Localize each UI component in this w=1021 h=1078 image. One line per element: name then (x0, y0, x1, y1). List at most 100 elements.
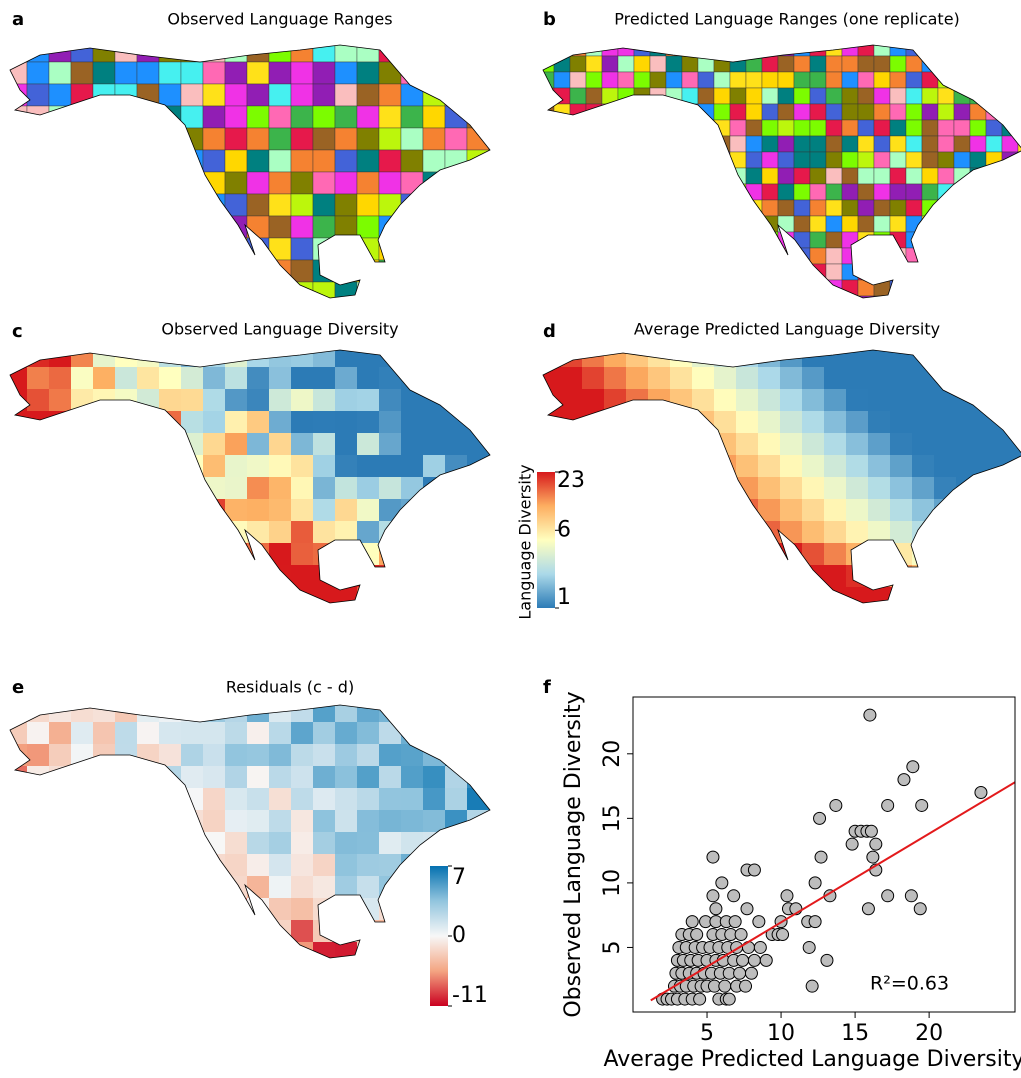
map-cell (445, 499, 467, 521)
map-cell (780, 455, 802, 477)
map-cell (71, 84, 93, 106)
map-cell (874, 152, 890, 168)
map-cell (225, 832, 247, 854)
map-cell (379, 920, 401, 942)
map-cell (858, 104, 874, 120)
map-cell (846, 609, 868, 631)
map-cell (71, 345, 93, 367)
map-cell (445, 62, 467, 84)
map-cell (746, 120, 762, 136)
map-cell (445, 565, 467, 587)
map-cell (778, 296, 794, 312)
map-cell (648, 367, 670, 389)
map-cell (698, 40, 714, 56)
map-cell (203, 766, 225, 788)
map-cell (778, 248, 794, 264)
map-cell (5, 455, 27, 477)
map-cell (247, 499, 269, 521)
map-cell (648, 609, 670, 631)
map-cell (291, 455, 313, 477)
map-cell (554, 120, 570, 136)
map-cell (313, 477, 335, 499)
map-cell (922, 152, 938, 168)
map-cell (956, 499, 978, 521)
map-cell (648, 543, 670, 565)
map-cell (181, 832, 203, 854)
map-cell (934, 455, 956, 477)
map-cell (247, 367, 269, 389)
map-cell (489, 40, 511, 62)
y-axis-label: Observed Language Diversity (561, 691, 586, 1017)
map-cell (291, 172, 313, 194)
map-cell (137, 766, 159, 788)
map-cell (467, 876, 489, 898)
map-cell (714, 72, 730, 88)
map-cell (379, 609, 401, 631)
map-cell (648, 565, 670, 587)
map-cell (137, 411, 159, 433)
map-cell (489, 216, 511, 238)
map-cell (423, 832, 445, 854)
map-cell (698, 280, 714, 296)
map-cell (357, 832, 379, 854)
map-cell (698, 88, 714, 104)
map-cell (49, 876, 71, 898)
map-cell (634, 248, 650, 264)
map-cell (826, 104, 842, 120)
map-cell (489, 150, 511, 172)
map-cell (159, 411, 181, 433)
map-cell (618, 104, 634, 120)
map-cell (445, 788, 467, 810)
map-cell (554, 40, 570, 56)
map-cell (824, 521, 846, 543)
point (734, 967, 746, 979)
map-cell (554, 88, 570, 104)
map-cell (49, 455, 71, 477)
point (728, 890, 740, 902)
map-cell (269, 810, 291, 832)
map-cell (5, 788, 27, 810)
map-cell (379, 700, 401, 722)
panel-title: Observed Language Diversity (161, 320, 398, 339)
map-cell (5, 194, 27, 216)
map-cell (225, 411, 247, 433)
map-cell (650, 56, 666, 72)
map-cell (5, 521, 27, 543)
map-cell (49, 411, 71, 433)
map-cell (203, 150, 225, 172)
map-cell (401, 345, 423, 367)
map-cell (906, 40, 922, 56)
map-cell (379, 543, 401, 565)
map-cell (586, 40, 602, 56)
map-cell (203, 216, 225, 238)
colorbar-tick-label: 6 (557, 517, 571, 542)
point (864, 709, 876, 721)
map-cell (922, 296, 938, 312)
map-cell (49, 172, 71, 194)
map-cell (730, 88, 746, 104)
map-cell (247, 411, 269, 433)
map-cell (181, 260, 203, 282)
map-cell (137, 282, 159, 304)
map-cell (604, 411, 626, 433)
map-cell (137, 194, 159, 216)
map-cell (379, 942, 401, 964)
map-cell (618, 168, 634, 184)
map-cell (335, 499, 357, 521)
map-cell (313, 744, 335, 766)
map-cell (698, 264, 714, 280)
map-cell (858, 72, 874, 88)
map-cell (978, 389, 1000, 411)
map-cell (666, 120, 682, 136)
panel-label: b (543, 9, 556, 30)
colorbar-tick-label: 0 (452, 923, 466, 948)
map-cell (938, 56, 954, 72)
map-cell (49, 832, 71, 854)
map-cell (970, 72, 986, 88)
map-cell (874, 40, 890, 56)
map-cell (692, 477, 714, 499)
map-cell (71, 216, 93, 238)
map-cell (423, 766, 445, 788)
map-cell (912, 455, 934, 477)
point (815, 851, 827, 863)
